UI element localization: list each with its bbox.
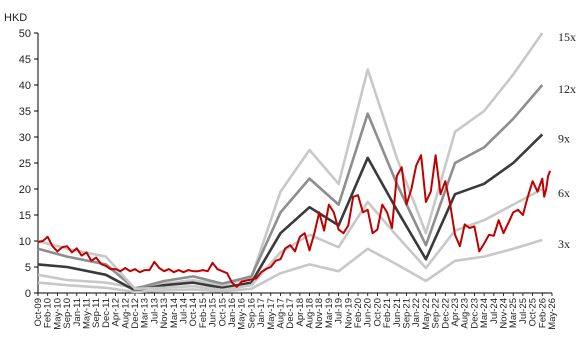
y-tick-label: 0 <box>25 288 31 300</box>
band-line-3x <box>37 238 543 294</box>
x-tick-label: Jun-21 <box>392 298 403 327</box>
x-tick-label: Oct-09 <box>33 298 44 327</box>
band-label-9x: 9x <box>558 131 570 145</box>
x-tick-label: Dec-23 <box>469 298 480 329</box>
axes: 05101520253035404550Oct-09Feb-10May-10Se… <box>19 28 558 330</box>
x-tick-label: Sep-16 <box>246 298 257 329</box>
y-tick-label: 15 <box>19 210 31 222</box>
band-line-6x <box>37 187 543 292</box>
band-label-15x: 15x <box>558 30 576 44</box>
price-series <box>37 154 552 288</box>
pe-bands <box>37 32 544 294</box>
x-tick-label: May-10 <box>52 298 63 330</box>
x-tick-label: Aug-12 <box>120 298 131 329</box>
x-tick-label: Jan-17 <box>256 298 267 327</box>
x-tick-label: Nov-19 <box>343 298 354 329</box>
x-tick-label: Jan-22 <box>411 298 422 327</box>
x-tick-label: Mar-13 <box>140 298 151 328</box>
x-tick-label: Sep-22 <box>431 298 442 329</box>
x-tick-label: Aug-18 <box>305 298 316 329</box>
x-tick-label: Nov-24 <box>499 298 510 329</box>
band-label-3x: 3x <box>558 237 570 251</box>
x-tick-label: Sep-11 <box>91 298 102 328</box>
x-tick-label: May-17 <box>266 298 277 330</box>
x-tick-label: Nov-13 <box>159 298 170 329</box>
x-tick-label: Jul-25 <box>518 298 529 324</box>
x-tick-label: Sep-21 <box>402 298 413 329</box>
x-tick-label: Oct-14 <box>188 298 199 327</box>
y-tick-label: 40 <box>19 80 31 92</box>
x-tick-label: Oct-20 <box>372 298 383 327</box>
x-tick-label: Apr-18 <box>295 298 306 327</box>
x-tick-label: Jun-20 <box>363 298 374 327</box>
x-tick-label: Jul-13 <box>149 298 160 324</box>
x-tick-label: Jan-16 <box>227 298 238 327</box>
x-tick-label: Aug-23 <box>460 298 471 329</box>
y-tick-label: 45 <box>19 54 31 66</box>
x-tick-label: May-26 <box>547 298 558 330</box>
x-tick-label: Mar-19 <box>324 298 335 328</box>
x-tick-label: Aug-17 <box>275 298 286 329</box>
band-label-6x: 6x <box>558 186 570 200</box>
band-label-12x: 12x <box>558 82 576 96</box>
x-tick-label: Feb-20 <box>353 298 364 328</box>
x-tick-label: Apr-23 <box>450 298 461 327</box>
x-tick-label: Dec-11 <box>101 298 112 328</box>
x-tick-label: Jan-11 <box>72 298 83 326</box>
x-tick-label: Apr-12 <box>111 298 122 327</box>
x-tick-label: May-16 <box>237 298 248 330</box>
x-tick-label: Jun-15 <box>208 298 219 327</box>
y-tick-label: 30 <box>19 132 31 144</box>
x-tick-label: Dec-12 <box>130 298 141 329</box>
x-tick-label: Oct-15 <box>217 298 228 327</box>
x-tick-label: Sep-10 <box>62 298 73 329</box>
price-line <box>37 154 552 288</box>
x-tick-label: Feb-21 <box>382 298 393 328</box>
x-tick-label: Jul-24 <box>489 298 500 324</box>
y-tick-label: 10 <box>19 236 31 248</box>
y-tick-label: 35 <box>19 106 31 118</box>
x-tick-label: Jul-14 <box>178 298 189 324</box>
x-tick-label: Jul-19 <box>334 298 345 324</box>
y-tick-label: 20 <box>19 184 31 196</box>
x-tick-label: Mar-14 <box>169 298 180 328</box>
x-tick-label: Feb-26 <box>537 298 548 328</box>
x-tick-label: Dec-22 <box>440 298 451 329</box>
band-labels: 15x 12x 9x 6x 3x <box>558 30 576 251</box>
x-tick-label: Feb-15 <box>198 298 209 328</box>
x-tick-label: Mar-24 <box>479 298 490 328</box>
x-tick-label: Mar-25 <box>508 298 519 328</box>
x-tick-label: Oct-25 <box>528 298 539 327</box>
y-tick-label: 25 <box>19 158 31 170</box>
y-tick-label: 50 <box>19 28 31 40</box>
x-tick-label: May-22 <box>421 298 432 330</box>
x-tick-label: Feb-10 <box>43 298 54 328</box>
y-tick-label: 5 <box>25 262 31 274</box>
y-unit-label: HKD <box>4 12 27 24</box>
band-line-15x <box>37 32 544 290</box>
x-tick-label: Nov-18 <box>314 298 325 329</box>
x-tick-label: May-11 <box>81 298 92 329</box>
x-tick-label: Dec-17 <box>285 298 296 329</box>
band-line-9x <box>37 133 544 292</box>
